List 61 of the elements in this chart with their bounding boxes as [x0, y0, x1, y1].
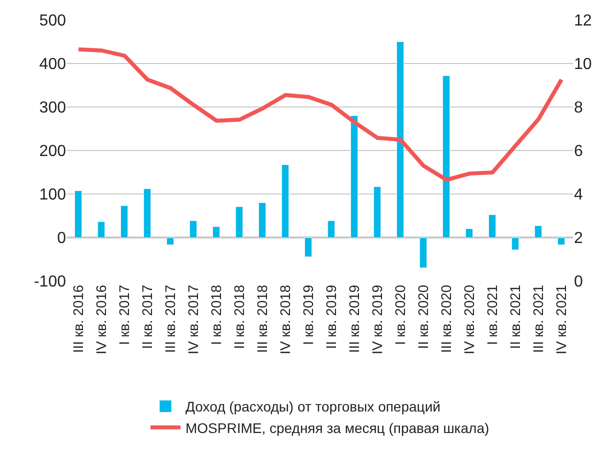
bar	[396, 42, 404, 238]
x-tick-label: II кв. 2019	[323, 284, 340, 349]
bar	[74, 190, 82, 238]
x-tick-label: III кв. 2021	[530, 284, 546, 353]
x-tick-label: IV кв. 2019	[369, 284, 386, 354]
bar	[236, 206, 243, 238]
x-tick-label: I кв. 2018	[208, 284, 224, 346]
bar	[558, 238, 565, 245]
x-tick-label: IV кв. 2020	[461, 284, 478, 354]
legend-label: Доход (расходы) от торговых операций	[186, 398, 440, 415]
bar	[488, 214, 496, 238]
x-tick-label: III кв. 2020	[438, 284, 454, 353]
bar	[374, 186, 381, 238]
y2-tick-label: 6	[574, 143, 583, 160]
x-tick-label: I кв. 2017	[116, 284, 132, 346]
bar	[166, 238, 174, 245]
x-tick-label: III кв. 2016	[70, 284, 86, 353]
bar	[258, 202, 266, 238]
legend-label: MOSPRIME, средняя за месяц (правая шкала)	[186, 420, 490, 436]
bar	[420, 238, 427, 268]
bar	[466, 228, 473, 238]
y2-tick-label: 4	[574, 186, 583, 204]
bar	[98, 222, 105, 238]
y-tick-label: 100	[39, 186, 66, 204]
x-tick-label: II кв. 2018	[231, 284, 248, 349]
x-tick-label: IV кв. 2021	[553, 284, 570, 354]
bar	[190, 220, 197, 238]
y-tick-label: 500	[39, 12, 66, 30]
y2-tick-label: 12	[574, 12, 592, 30]
bar	[328, 220, 335, 238]
bar	[144, 188, 151, 238]
x-tick-label: I кв. 2021	[484, 284, 500, 346]
y-tick-label: 400	[39, 56, 66, 74]
x-tick-label: IV кв. 2018	[277, 284, 294, 354]
x-tick-label: I кв. 2019	[300, 284, 316, 346]
bar	[304, 238, 312, 257]
y2-tick-label: 10	[574, 56, 592, 74]
x-tick-label: III кв. 2018	[254, 284, 270, 353]
y2-tick-label: 2	[574, 230, 583, 248]
x-tick-label: II кв. 2021	[507, 284, 524, 349]
bar	[212, 226, 220, 238]
y-tick-label: 300	[39, 100, 66, 117]
bar	[512, 238, 519, 250]
bar	[350, 116, 358, 238]
x-tick-label: III кв. 2019	[346, 284, 362, 353]
x-tick-label: III кв. 2017	[162, 284, 178, 353]
x-tick-label: IV кв. 2016	[93, 284, 110, 354]
y-tick-label: 200	[39, 143, 66, 160]
x-tick-label: IV кв. 2017	[185, 284, 202, 354]
bar	[282, 164, 289, 238]
x-tick-label: II кв. 2020	[415, 284, 432, 349]
y-tick-label: 0	[57, 230, 66, 248]
x-tick-label: II кв. 2017	[139, 284, 156, 349]
line-series	[76, 47, 564, 182]
bar	[120, 206, 128, 238]
x-tick-label: I кв. 2020	[392, 284, 408, 346]
bar	[534, 226, 542, 238]
y2-tick-label: 0	[574, 274, 583, 291]
y2-tick-label: 8	[574, 100, 583, 117]
bar	[442, 76, 450, 238]
y-tick-label: -100	[34, 274, 66, 291]
